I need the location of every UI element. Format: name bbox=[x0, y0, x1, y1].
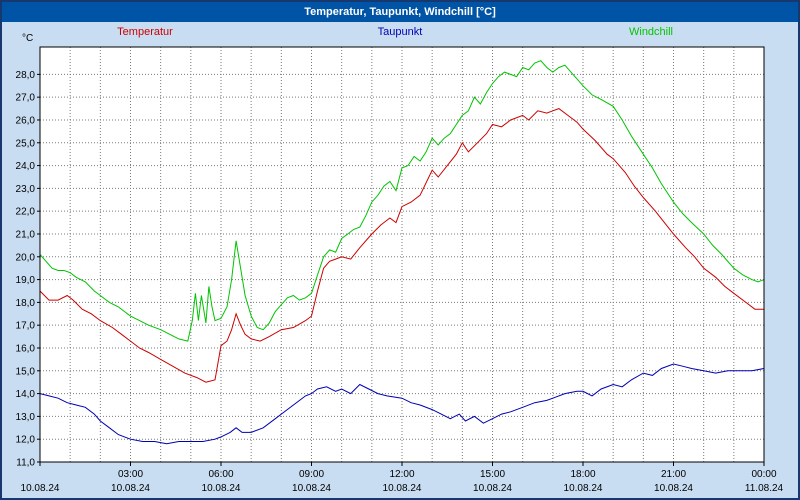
legend-windchill: Windchill bbox=[628, 26, 674, 38]
svg-text:25,0: 25,0 bbox=[16, 138, 36, 149]
svg-text:21,0: 21,0 bbox=[16, 229, 36, 240]
svg-text:10.08.24: 10.08.24 bbox=[654, 483, 693, 494]
svg-text:10.08.24: 10.08.24 bbox=[21, 483, 60, 494]
svg-text:20,0: 20,0 bbox=[16, 252, 36, 263]
svg-text:21:00: 21:00 bbox=[661, 469, 686, 480]
svg-text:18,0: 18,0 bbox=[16, 298, 36, 309]
svg-text:11,0: 11,0 bbox=[16, 458, 35, 469]
svg-text:22,0: 22,0 bbox=[16, 207, 36, 218]
svg-text:10.08.24: 10.08.24 bbox=[473, 483, 512, 494]
legend-taupunkt: Taupunkt bbox=[377, 26, 423, 38]
svg-text:10.08.24: 10.08.24 bbox=[383, 483, 422, 494]
svg-text:03:00: 03:00 bbox=[118, 469, 143, 480]
svg-text:10.08.24: 10.08.24 bbox=[564, 483, 603, 494]
svg-text:13,0: 13,0 bbox=[16, 412, 36, 423]
svg-text:18:00: 18:00 bbox=[570, 469, 595, 480]
svg-text:12,0: 12,0 bbox=[16, 435, 36, 446]
svg-text:12:00: 12:00 bbox=[389, 469, 414, 480]
svg-text:19,0: 19,0 bbox=[16, 275, 36, 286]
svg-text:27,0: 27,0 bbox=[16, 93, 36, 104]
svg-text:24,0: 24,0 bbox=[16, 161, 36, 172]
svg-text:00:00: 00:00 bbox=[751, 469, 776, 480]
svg-text:11.08.24: 11.08.24 bbox=[745, 483, 784, 494]
svg-text:17,0: 17,0 bbox=[16, 321, 36, 332]
svg-text:10.08.24: 10.08.24 bbox=[292, 483, 331, 494]
svg-text:°C: °C bbox=[22, 33, 33, 44]
svg-text:14,0: 14,0 bbox=[16, 389, 36, 400]
legend-temperatur: Temperatur bbox=[117, 26, 173, 38]
svg-text:06:00: 06:00 bbox=[208, 469, 233, 480]
svg-text:23,0: 23,0 bbox=[16, 184, 36, 195]
svg-text:26,0: 26,0 bbox=[16, 115, 36, 126]
svg-text:16,0: 16,0 bbox=[16, 343, 36, 354]
svg-text:15,0: 15,0 bbox=[16, 366, 36, 377]
svg-text:28,0: 28,0 bbox=[16, 70, 36, 81]
chart-legend: Temperatur Taupunkt Windchill bbox=[2, 22, 798, 44]
svg-text:10.08.24: 10.08.24 bbox=[111, 483, 150, 494]
svg-text:09:00: 09:00 bbox=[299, 469, 324, 480]
page-title: Temperatur, Taupunkt, Windchill [°C] bbox=[304, 6, 496, 18]
svg-text:15:00: 15:00 bbox=[480, 469, 505, 480]
svg-text:10.08.24: 10.08.24 bbox=[202, 483, 241, 494]
title-bar: Temperatur, Taupunkt, Windchill [°C] bbox=[2, 2, 798, 22]
